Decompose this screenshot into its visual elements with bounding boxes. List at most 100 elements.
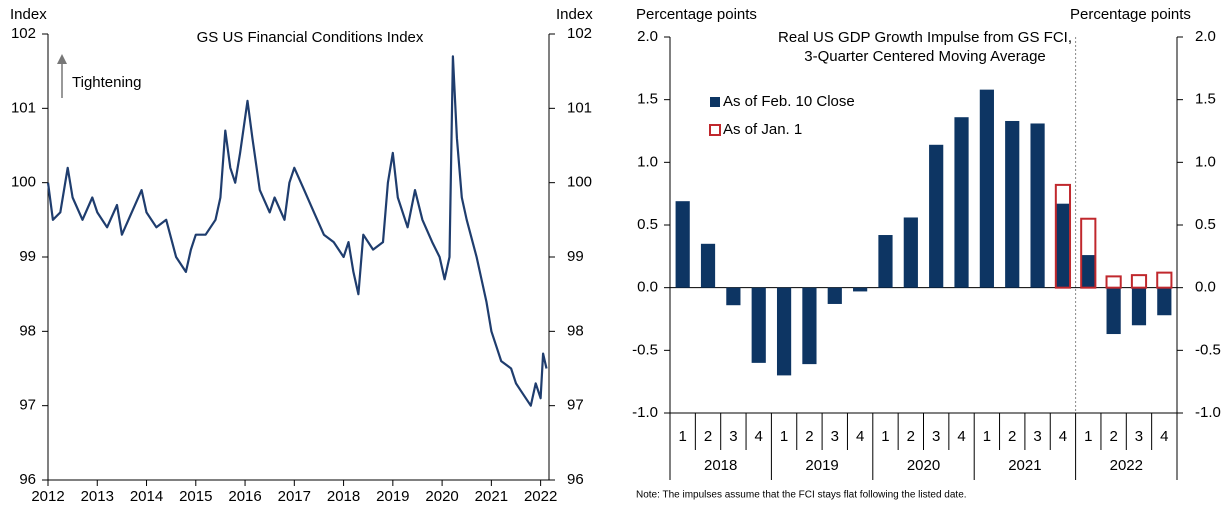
y2-tick-label: 0.5 — [1195, 216, 1216, 233]
x-tick-label: 2018 — [327, 488, 360, 505]
x-tick-label: 3 — [1135, 428, 1143, 445]
y-tick-label: 96 — [19, 471, 36, 488]
y2-axis-label: Percentage points — [1070, 6, 1191, 23]
y-tick-label: -1.0 — [632, 404, 658, 421]
x-tick-label: 2014 — [130, 488, 163, 505]
y2-tick-label: 99 — [567, 248, 584, 265]
x-tick-label: 1 — [1084, 428, 1092, 445]
annotation: Tightening — [72, 74, 142, 91]
y-tick-label: 99 — [19, 248, 36, 265]
bar — [929, 144, 944, 288]
x-tick-label: 2022 — [524, 488, 557, 505]
y2-tick-label: 97 — [567, 397, 584, 414]
y2-tick-label: -0.5 — [1195, 341, 1221, 358]
bar — [1156, 271, 1173, 289]
x-tick-label: 3 — [831, 428, 839, 445]
x-tick-label: 2013 — [81, 488, 114, 505]
bar — [1080, 217, 1097, 289]
group-label: 2018 — [704, 457, 737, 474]
x-tick-label: 1 — [679, 428, 687, 445]
x-tick-label: 4 — [1059, 428, 1067, 445]
bar — [903, 217, 918, 288]
chart-title: Real US GDP Growth Impulse from GS FCI, — [778, 29, 1072, 46]
bar — [726, 287, 741, 306]
group-label: 2022 — [1110, 457, 1143, 474]
bar — [954, 117, 969, 288]
y-tick-label: 100 — [11, 174, 36, 191]
y-tick-label: 1.0 — [637, 153, 658, 170]
x-tick-label: 1 — [780, 428, 788, 445]
x-tick-label: 2 — [907, 428, 915, 445]
y2-tick-label: 100 — [567, 174, 592, 191]
y2-tick-label: 0.0 — [1195, 279, 1216, 296]
x-tick-label: 4 — [1160, 428, 1168, 445]
x-tick-label: 2019 — [376, 488, 409, 505]
y2-tick-label: 96 — [567, 471, 584, 488]
bar — [827, 287, 842, 304]
chart-title: 3-Quarter Centered Moving Average — [804, 48, 1046, 65]
bar — [751, 287, 766, 363]
y2-tick-label: 2.0 — [1195, 28, 1216, 45]
bar — [802, 287, 817, 365]
bar — [1054, 183, 1072, 289]
y-tick-label: -0.5 — [632, 341, 658, 358]
group-label: 2020 — [907, 457, 940, 474]
bar — [1005, 120, 1020, 288]
group-label: 2021 — [1008, 457, 1041, 474]
y-tick-label: 102 — [11, 25, 36, 42]
bar — [675, 201, 690, 288]
y2-tick-label: 1.0 — [1195, 153, 1216, 170]
x-tick-label: 1 — [881, 428, 889, 445]
legend-swatch — [710, 97, 720, 107]
y-tick-label: 0.5 — [637, 216, 658, 233]
y2-axis-label: Index — [556, 6, 593, 23]
y2-tick-label: 101 — [567, 99, 592, 116]
y-tick-label: 0.0 — [637, 279, 658, 296]
x-tick-label: 4 — [957, 428, 965, 445]
legend-label: As of Feb. 10 Close — [723, 93, 855, 110]
y2-tick-label: 102 — [567, 25, 592, 42]
line-series — [46, 55, 548, 407]
x-tick-label: 2020 — [425, 488, 458, 505]
y2-tick-label: 1.5 — [1195, 91, 1216, 108]
x-tick-label: 3 — [932, 428, 940, 445]
y-tick-label: 97 — [19, 397, 36, 414]
note: Note: The impulses assume that the FCI s… — [636, 490, 967, 501]
x-tick-label: 1 — [983, 428, 991, 445]
bar — [776, 287, 792, 376]
y2-tick-label: -1.0 — [1195, 404, 1221, 421]
y-axis-label: Percentage points — [636, 6, 757, 23]
y-axis-label: Index — [10, 6, 47, 23]
x-tick-label: 2 — [1109, 428, 1117, 445]
x-tick-label: 2 — [704, 428, 712, 445]
x-tick-label: 4 — [856, 428, 864, 445]
x-tick-label: 3 — [1033, 428, 1041, 445]
x-tick-label: 2015 — [179, 488, 212, 505]
bar — [1157, 287, 1172, 316]
y-tick-label: 1.5 — [637, 91, 658, 108]
bar — [1131, 287, 1147, 326]
x-tick-label: 2017 — [278, 488, 311, 505]
bar — [1106, 287, 1121, 335]
bar — [1105, 275, 1122, 289]
bar — [853, 287, 868, 292]
legend-label: As of Jan. 1 — [723, 121, 802, 138]
x-tick-label: 2 — [1008, 428, 1016, 445]
arrow-head — [57, 54, 67, 64]
group-label: 2019 — [805, 457, 838, 474]
x-tick-label: 2 — [805, 428, 813, 445]
x-tick-label: 4 — [755, 428, 763, 445]
chart-title: GS US Financial Conditions Index — [197, 29, 424, 46]
y-tick-label: 101 — [11, 99, 36, 116]
legend-swatch — [709, 124, 721, 136]
x-tick-label: 2012 — [31, 488, 64, 505]
bar — [1130, 274, 1148, 289]
y-tick-label: 98 — [19, 322, 36, 339]
y-tick-label: 2.0 — [637, 28, 658, 45]
bar — [1055, 203, 1071, 288]
x-tick-label: 2021 — [475, 488, 508, 505]
bar — [700, 243, 716, 288]
bar — [1081, 255, 1096, 288]
bar — [979, 89, 994, 288]
